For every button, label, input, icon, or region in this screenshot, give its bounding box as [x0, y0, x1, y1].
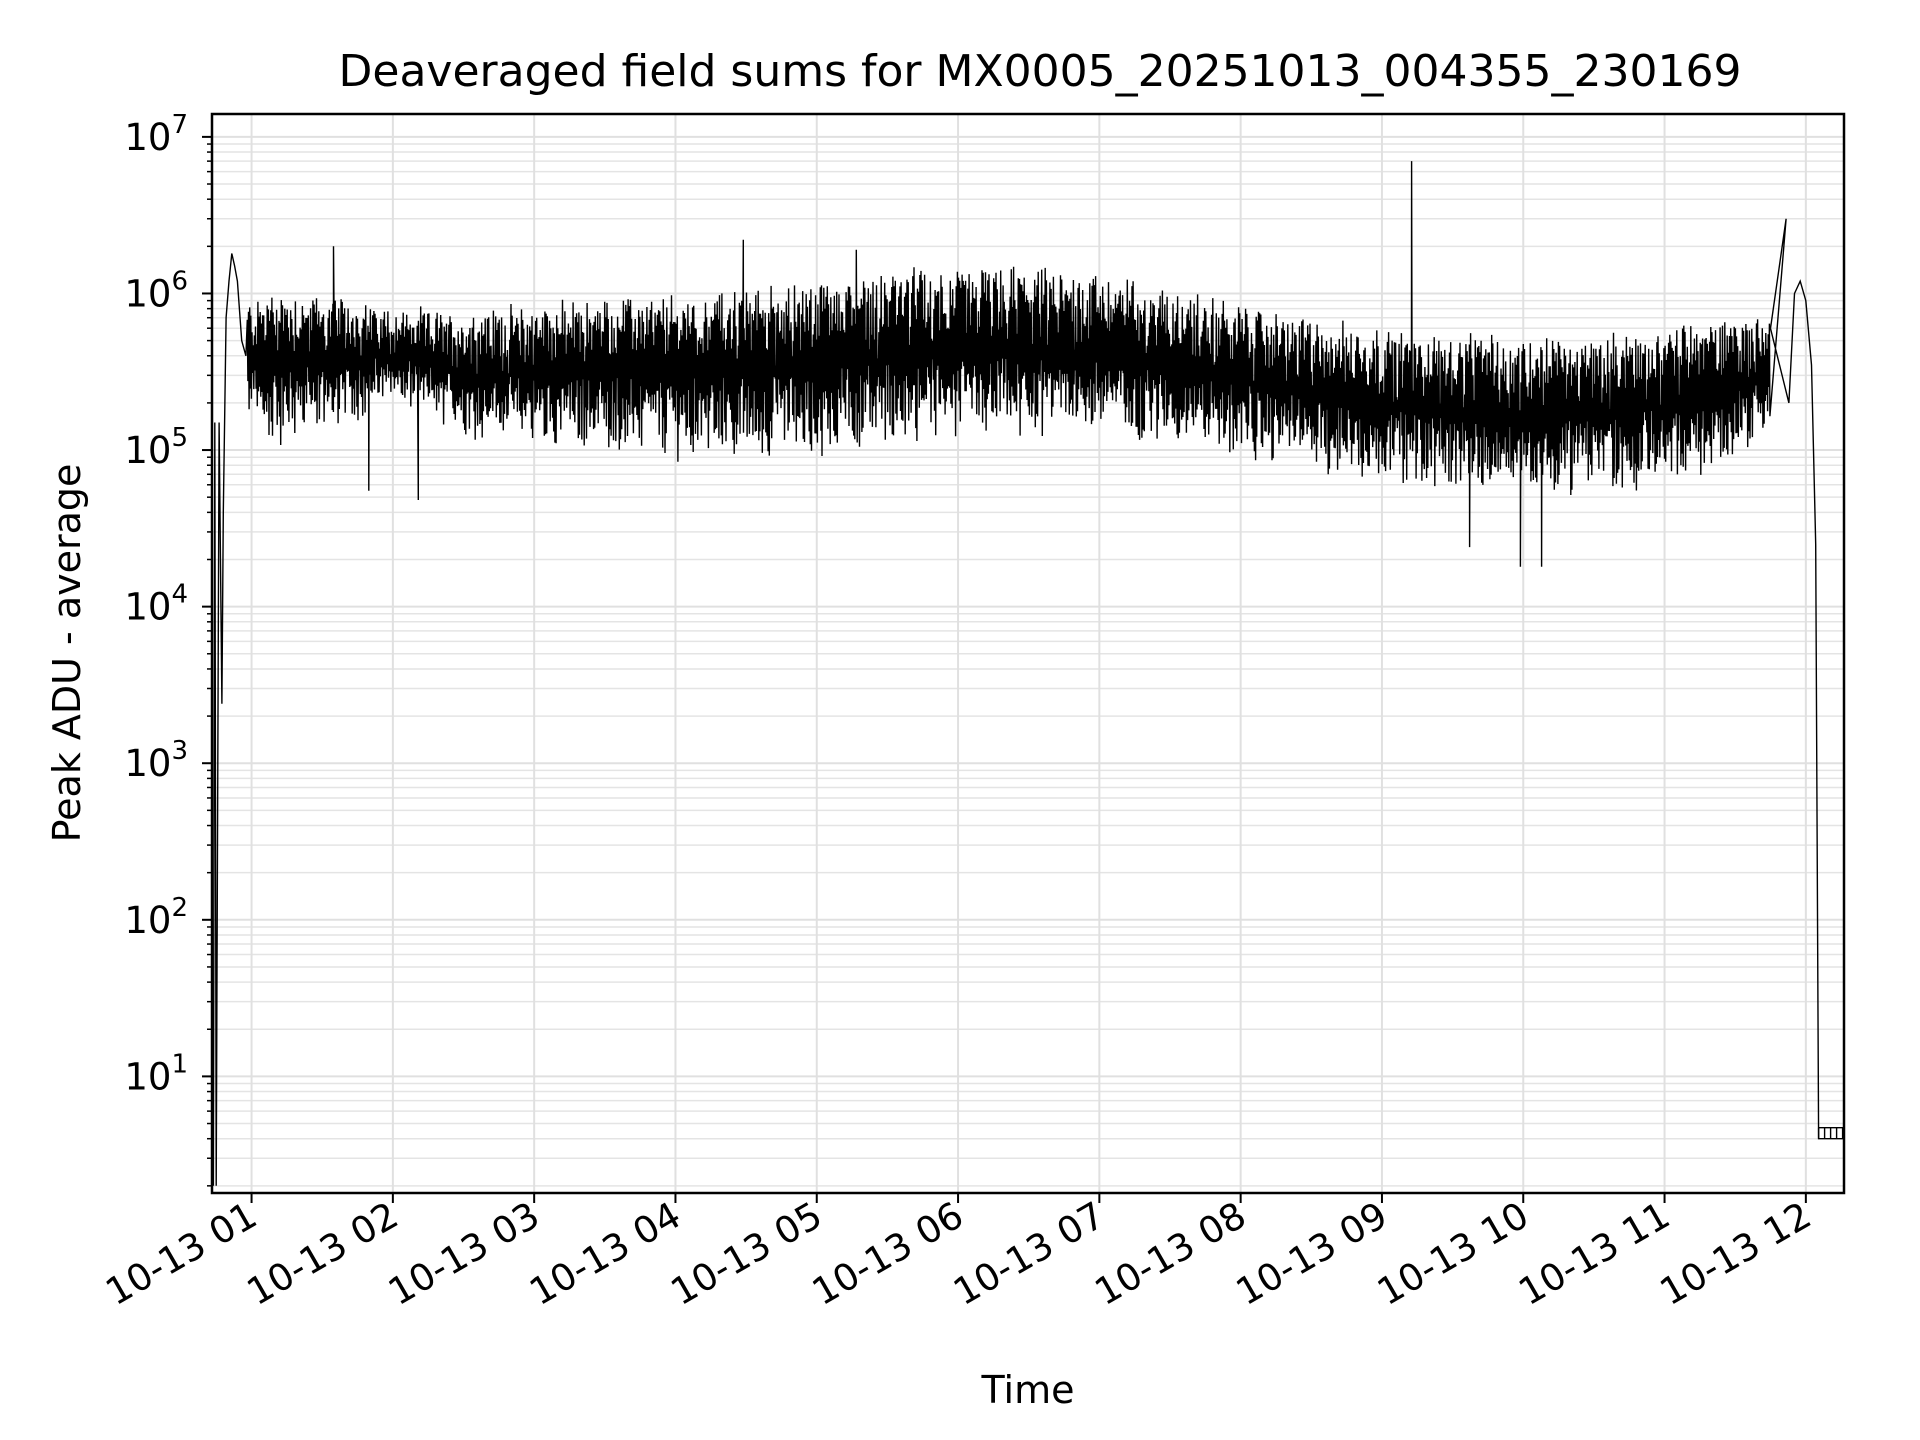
chart-title: Deaveraged field sums for MX0005_2025101… — [339, 46, 1742, 97]
y-tick-exponent: 4 — [171, 580, 188, 610]
y-tick-label: 101 — [124, 1049, 188, 1098]
y-tick-base: 10 — [124, 272, 171, 315]
x-axis-label: Time — [981, 1368, 1075, 1412]
y-tick-label: 102 — [124, 893, 188, 942]
y-tick-base: 10 — [124, 1055, 171, 1098]
plot-area — [210, 112, 1846, 1195]
y-tick-exponent: 5 — [171, 423, 188, 453]
y-tick-base: 10 — [124, 429, 171, 472]
y-tick-base: 10 — [124, 742, 171, 785]
y-tick-label: 105 — [124, 423, 188, 472]
y-tick-label: 106 — [124, 266, 188, 315]
series-layer — [212, 161, 1844, 1186]
y-tick-exponent: 2 — [171, 893, 188, 923]
y-tick-label: 103 — [124, 736, 188, 785]
y-tick-label: 104 — [124, 580, 188, 629]
y-axis-label: Peak ADU - average — [45, 464, 89, 843]
y-tick-base: 10 — [124, 586, 171, 629]
y-tick-exponent: 7 — [171, 110, 188, 140]
y-tick-exponent: 1 — [171, 1049, 188, 1079]
series-floor — [1817, 1127, 1844, 1139]
y-tick-base: 10 — [124, 116, 171, 159]
series-line — [212, 161, 1844, 1186]
y-tick-base: 10 — [124, 899, 171, 942]
y-tick-exponent: 6 — [171, 266, 188, 296]
y-tick-exponent: 3 — [171, 736, 188, 766]
y-tick-label: 107 — [124, 110, 188, 159]
